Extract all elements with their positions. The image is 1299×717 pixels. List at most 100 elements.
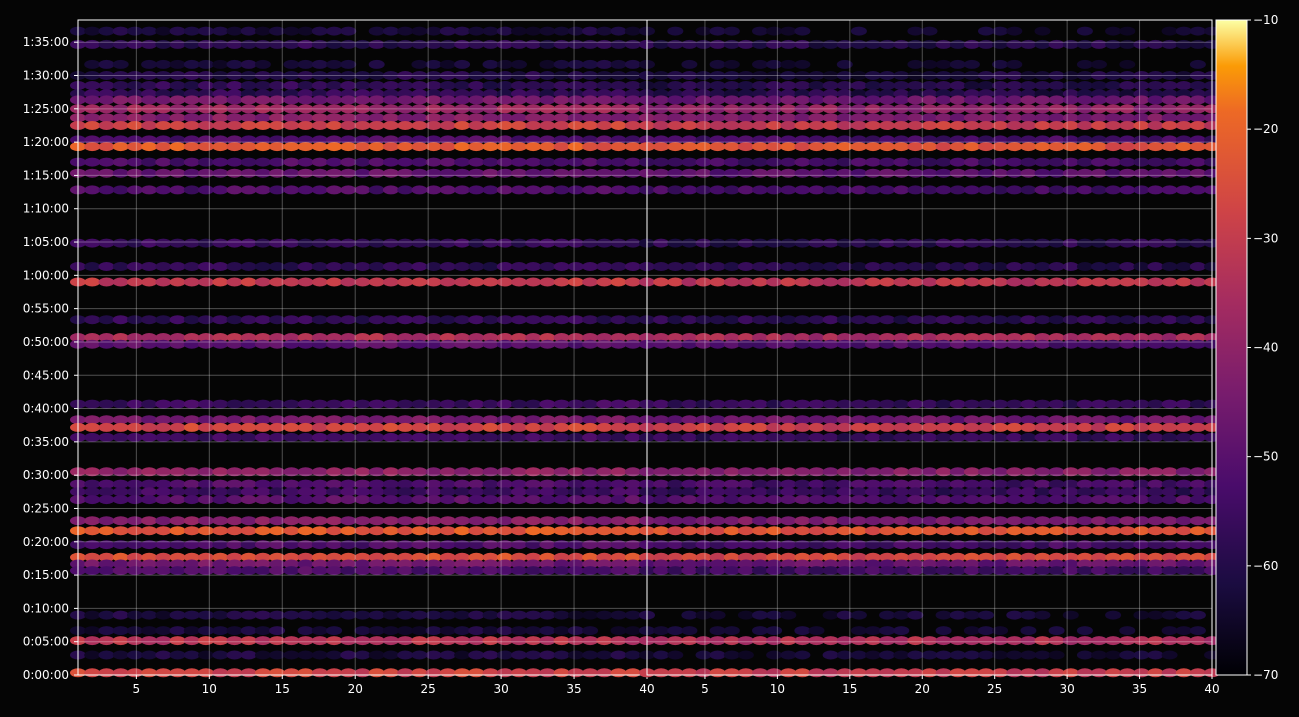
band-cell — [283, 415, 300, 425]
band-cell — [539, 415, 556, 425]
band-cell — [1048, 113, 1065, 123]
band-cell — [425, 238, 442, 248]
band-cell — [112, 262, 129, 271]
band-cell — [454, 59, 471, 69]
band-cell — [1034, 142, 1051, 152]
band-cell — [468, 495, 485, 505]
band-cell — [1133, 552, 1150, 562]
band-cell — [1175, 81, 1192, 90]
band-cell — [496, 668, 513, 678]
band-cell — [921, 71, 938, 80]
band-cell — [169, 495, 186, 505]
band-cell — [978, 415, 994, 425]
band-cell — [254, 135, 271, 145]
band-2-10 — [639, 121, 1220, 130]
band-cell — [921, 339, 938, 349]
band-cell — [1034, 168, 1051, 178]
band-cell — [695, 113, 712, 123]
band-cell — [240, 636, 257, 646]
band-cell — [949, 277, 966, 287]
band-cell — [425, 399, 442, 409]
band-cell — [297, 59, 314, 69]
band-cell — [865, 467, 881, 477]
band-cell — [468, 636, 485, 646]
band-cell — [723, 540, 740, 550]
band-cell — [439, 113, 456, 123]
band-cell — [1133, 333, 1150, 342]
band-cell — [439, 487, 456, 497]
band-1-19 — [70, 315, 655, 325]
band-cell — [269, 238, 286, 248]
band-cell — [836, 526, 853, 536]
band-cell — [681, 277, 698, 287]
band-cell — [397, 95, 414, 105]
band-cell — [496, 495, 513, 505]
band-cell — [511, 168, 527, 178]
band-cell — [667, 516, 684, 526]
band-cell — [354, 121, 371, 130]
band-cell — [198, 559, 214, 569]
band-cell — [326, 135, 343, 145]
band-cell — [780, 81, 797, 90]
band-2-5 — [639, 81, 1220, 90]
band-cell — [978, 626, 994, 636]
band-cell — [1133, 610, 1150, 620]
band-cell — [240, 333, 257, 342]
band-cell — [382, 399, 399, 409]
band-cell — [610, 121, 627, 130]
band-cell — [326, 610, 343, 620]
band-cell — [496, 487, 513, 497]
band-cell — [169, 185, 186, 195]
band-cell — [907, 238, 924, 248]
band-cell — [468, 39, 485, 49]
band-cell — [1062, 610, 1079, 620]
band-cell — [155, 610, 172, 620]
band-cell — [1006, 39, 1023, 49]
band-cell — [1091, 185, 1107, 195]
band-cell — [482, 650, 499, 660]
band-cell — [1161, 71, 1178, 80]
band-cell — [766, 636, 783, 646]
band-cell — [822, 121, 839, 130]
band-cell — [893, 610, 910, 620]
band-cell — [978, 39, 994, 49]
band-2-20 — [639, 333, 1220, 342]
band-cell — [963, 516, 980, 526]
band-cell — [155, 315, 172, 325]
band-cell — [311, 422, 328, 432]
band-cell — [240, 559, 257, 569]
band-cell — [112, 339, 129, 349]
band-cell — [354, 479, 371, 489]
band-cell — [794, 487, 811, 497]
band-cell — [695, 262, 712, 271]
band-cell — [226, 668, 243, 678]
band-cell — [1189, 81, 1206, 90]
band-cell — [183, 39, 200, 49]
band-cell — [1119, 185, 1136, 195]
band-cell — [411, 135, 428, 145]
band-cell — [326, 104, 343, 114]
band-cell — [340, 135, 357, 145]
band-cell — [141, 495, 158, 505]
band-cell — [907, 168, 924, 178]
band-cell — [1062, 668, 1079, 678]
band-cell — [439, 26, 456, 36]
band-cell — [850, 495, 867, 505]
band-cell — [254, 333, 271, 342]
band-cell — [667, 142, 684, 152]
band-cell — [850, 95, 867, 105]
band-cell — [879, 113, 896, 123]
band-cell — [126, 277, 143, 287]
band-cell — [667, 559, 684, 569]
band-cell — [567, 668, 584, 678]
band-cell — [297, 650, 314, 660]
band-1-36 — [70, 610, 655, 620]
band-cell — [1034, 39, 1051, 49]
band-cell — [949, 238, 966, 248]
band-cell — [808, 71, 825, 80]
band-cell — [169, 399, 186, 409]
band-cell — [454, 540, 471, 550]
band-cell — [84, 339, 101, 349]
band-cell — [695, 516, 712, 526]
band-cell — [808, 467, 825, 477]
